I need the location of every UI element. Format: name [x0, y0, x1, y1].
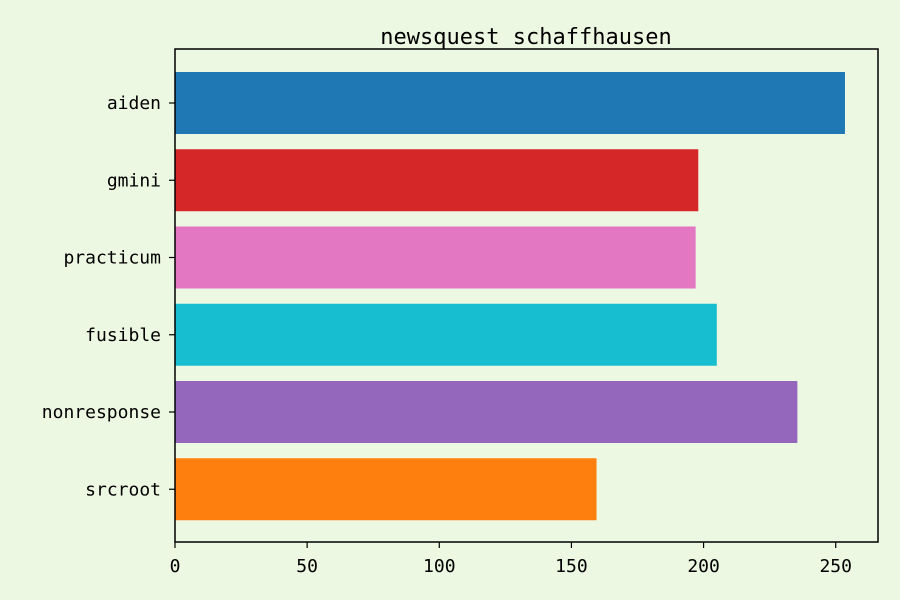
x-tick-label-150: 150: [555, 556, 588, 577]
y-tick-label-aiden: aiden: [107, 93, 161, 114]
bar-practicum: [175, 226, 696, 289]
y-tick-label-nonresponse: nonresponse: [42, 402, 161, 423]
x-tick-label-100: 100: [423, 556, 456, 577]
chart-title: newsquest schaffhausen: [380, 25, 671, 50]
bar-nonresponse: [175, 381, 798, 443]
y-tick-label-practicum: practicum: [63, 248, 161, 269]
y-tick-label-gmini: gmini: [107, 170, 161, 191]
y-tick-label-srcroot: srcroot: [85, 479, 161, 500]
bars-group: [175, 72, 845, 521]
x-tick-label-250: 250: [819, 556, 852, 577]
bar-srcroot: [175, 458, 597, 521]
bar-gmini: [175, 149, 699, 212]
x-tick-label-50: 50: [296, 556, 318, 577]
bar-fusible: [175, 303, 717, 366]
plot-frame: [174, 48, 879, 543]
bar-aiden: [175, 72, 845, 134]
x-tick-label-200: 200: [687, 556, 720, 577]
y-tick-label-fusible: fusible: [85, 325, 161, 346]
x-axis: 0 50 100 150 200 250: [170, 542, 852, 577]
y-axis: aiden gmini practicum fusible nonresponse src…: [42, 93, 175, 500]
x-tick-label-0: 0: [170, 556, 181, 577]
